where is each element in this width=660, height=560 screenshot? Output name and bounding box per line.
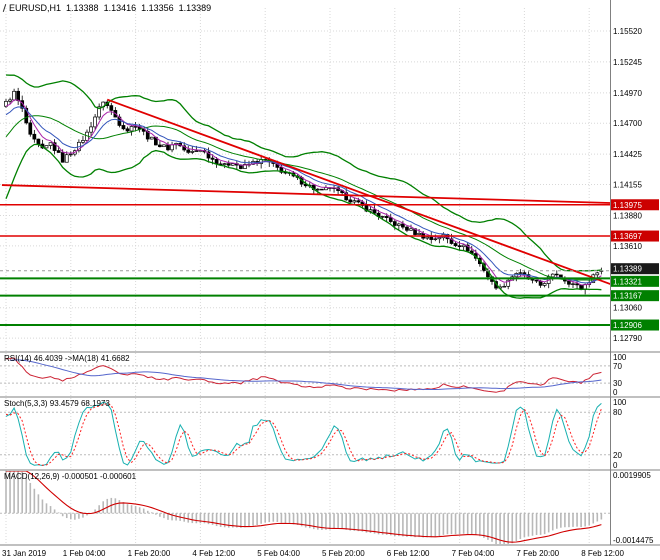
svg-text:1.14700: 1.14700 [613, 119, 642, 128]
svg-text:1.12790: 1.12790 [613, 334, 642, 343]
svg-text:1.13975: 1.13975 [613, 201, 642, 210]
bollinger-upper [5, 74, 602, 272]
rsi-ma-line [10, 359, 602, 390]
svg-text:1 Feb 20:00: 1 Feb 20:00 [128, 549, 171, 558]
levels [0, 204, 610, 327]
chart-symbol: EURUSD,H1 [9, 3, 62, 13]
svg-text:1.15245: 1.15245 [613, 58, 642, 67]
price-badge-1.13167 [611, 290, 659, 302]
stoch-main-line [5, 401, 602, 467]
svg-text:1 Feb 04:00: 1 Feb 04:00 [63, 549, 106, 558]
chart-header: EURUSD,H1 1.13388 1.13416 1.13356 1.1338… [2, 3, 212, 13]
rsi-panel[interactable] [0, 357, 610, 393]
svg-text:1.13880: 1.13880 [613, 211, 642, 220]
chart-marker-icon [2, 4, 7, 12]
price-badge-1.13697 [611, 230, 659, 242]
svg-text:70: 70 [613, 362, 622, 371]
svg-text:5 Feb 04:00: 5 Feb 04:00 [257, 549, 300, 558]
svg-text:1.13167: 1.13167 [613, 292, 642, 301]
svg-text:80: 80 [613, 408, 622, 417]
svg-text:1.13321: 1.13321 [613, 277, 642, 286]
svg-text:1.13697: 1.13697 [613, 232, 642, 241]
frame [0, 0, 660, 546]
svg-text:20: 20 [613, 451, 622, 460]
macd-signal-line [6, 471, 602, 543]
trendline-2 [1, 184, 610, 204]
svg-text:100: 100 [613, 353, 627, 362]
ma-fast [5, 99, 602, 286]
candles [4, 87, 604, 295]
main-chart[interactable] [1, 74, 614, 299]
ohlc-low: 1.13356 [141, 3, 174, 13]
svg-text:6 Feb 12:00: 6 Feb 12:00 [387, 549, 430, 558]
macd-header: MACD(12,26,9) -0.000501 -0.000601 [4, 472, 137, 481]
macd-panel[interactable] [0, 471, 610, 544]
svg-text:1.13060: 1.13060 [613, 304, 642, 313]
svg-text:1.12906: 1.12906 [613, 321, 642, 330]
rsi-line [5, 357, 602, 393]
time-axis[interactable]: 31 Jan 2019 1 Feb 04:00 1 Feb 20:00 4 Feb 1… [2, 549, 624, 558]
price-badge-1.13975 [611, 199, 659, 211]
ohlc-open: 1.13388 [66, 3, 99, 13]
svg-text:31 Jan 2019: 31 Jan 2019 [2, 549, 47, 558]
svg-text:1.14155: 1.14155 [613, 181, 642, 190]
svg-text:8 Feb 12:00: 8 Feb 12:00 [581, 549, 624, 558]
svg-text:7 Feb 04:00: 7 Feb 04:00 [452, 549, 495, 558]
svg-text:1.15520: 1.15520 [613, 27, 642, 36]
svg-text:0: 0 [613, 388, 618, 397]
trendline-1 [106, 98, 610, 285]
stoch-panel[interactable] [0, 401, 610, 467]
price-badge-1.13321 [611, 275, 659, 287]
svg-text:7 Feb 20:00: 7 Feb 20:00 [516, 549, 559, 558]
svg-text:1.14425: 1.14425 [613, 150, 642, 159]
price-badge-1.13389 [611, 263, 659, 275]
svg-text:4 Feb 12:00: 4 Feb 12:00 [192, 549, 235, 558]
bollinger-lower [5, 143, 602, 299]
svg-text:0.0019905: 0.0019905 [613, 471, 651, 480]
svg-text:0: 0 [613, 461, 618, 470]
price-axis[interactable]: 1.15520 1.15245 1.14970 1.14700 1.14425 1.141… [611, 27, 659, 545]
svg-text:1.13610: 1.13610 [613, 242, 642, 251]
stoch-header: Stoch(5,3,3) 93.4579 68.1973 [4, 399, 110, 408]
svg-text:1.14970: 1.14970 [613, 89, 642, 98]
svg-text:100: 100 [613, 398, 627, 407]
bollinger-middle [5, 115, 602, 281]
svg-text:5 Feb 20:00: 5 Feb 20:00 [322, 549, 365, 558]
stoch-signal-line [5, 403, 602, 466]
ohlc-close: 1.13389 [178, 3, 212, 13]
ohlc-high: 1.13416 [103, 3, 137, 13]
ma-slow [5, 106, 602, 284]
svg-text:-0.0014475: -0.0014475 [613, 536, 654, 545]
svg-text:30: 30 [613, 379, 622, 388]
rsi-header: RSI(14) 46.4039 ->MA(18) 41.6682 [4, 354, 130, 363]
svg-text:1.13389: 1.13389 [613, 265, 642, 274]
price-badge-1.12906 [611, 319, 659, 331]
